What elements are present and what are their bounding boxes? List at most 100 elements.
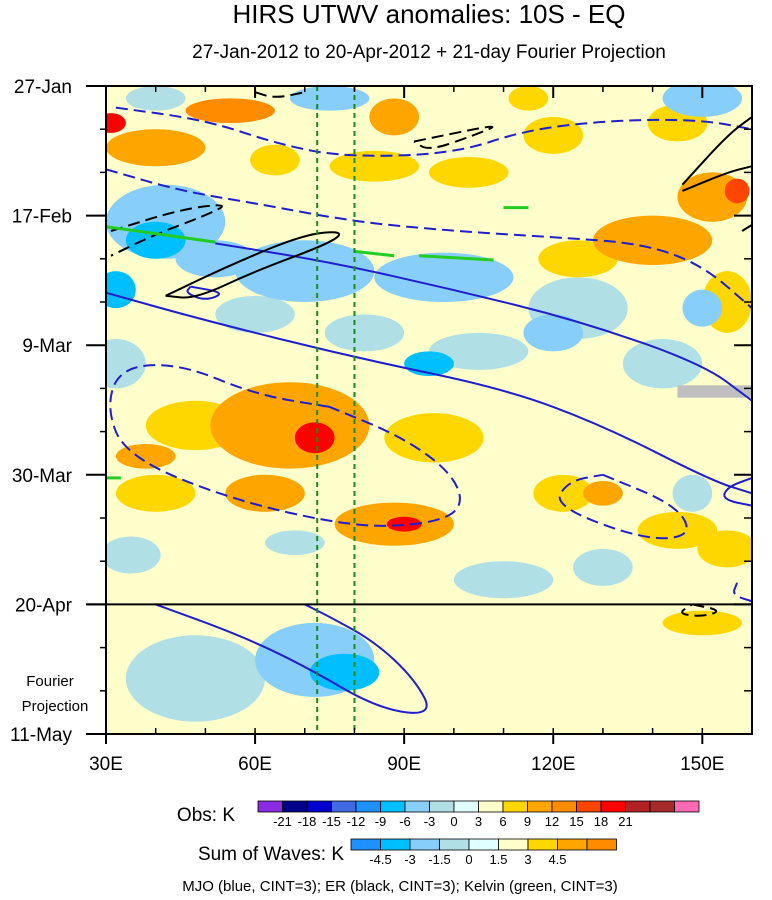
- waves-colorbar-label: 1.5: [489, 852, 507, 867]
- anomaly-blob-49: [583, 480, 623, 506]
- anomaly-blob-10: [662, 406, 743, 469]
- missing-data-patch: [677, 385, 752, 398]
- obs-colorbar-box: [380, 800, 406, 813]
- waves-colorbar-label: -1.5: [428, 852, 450, 867]
- obs-colorbar-box: [576, 800, 602, 813]
- anomaly-blob-4: [215, 295, 295, 333]
- y-tick-label: 30-Mar: [12, 466, 73, 487]
- mjo-contour-8: [723, 476, 752, 507]
- waves-colorbar-label: 3: [524, 852, 531, 867]
- waves-colorbar-box: [586, 838, 617, 851]
- anomaly-blob-27: [175, 240, 256, 278]
- waves-colorbar-label: -4.5: [369, 852, 391, 867]
- anomaly-blob-52: [106, 113, 126, 133]
- anomaly-blob-24: [289, 86, 370, 111]
- projection-blob-0: [125, 635, 266, 722]
- y-tick-label: 11-May: [10, 725, 72, 746]
- obs-colorbar-label: -12: [347, 814, 366, 829]
- anomaly-blob-39: [369, 98, 420, 136]
- obs-colorbar-label: 0: [450, 814, 457, 829]
- projection-blob-1: [488, 610, 569, 648]
- obs-colorbar-box: [282, 800, 308, 813]
- anomaly-blob-14: [265, 530, 325, 556]
- obs-colorbar-label: 15: [569, 814, 583, 829]
- anomaly-blob-53: [294, 422, 335, 454]
- plot-frame: [105, 85, 753, 735]
- obs-colorbar-box: [600, 800, 626, 813]
- anomaly-blob-8: [578, 388, 678, 426]
- mjo-contour-7: [186, 285, 220, 300]
- anomaly-blob-2: [429, 332, 529, 370]
- chart-subtitle: 27-Jan-2012 to 20-Apr-2012 + 21-day Four…: [192, 42, 666, 63]
- x-tick-label: 60E: [238, 754, 272, 775]
- obs-colorbar-label: -9: [375, 814, 387, 829]
- anomaly-blob-5: [106, 339, 146, 389]
- obs-colorbar-label: -21: [273, 814, 292, 829]
- kelvin-contour-0: [106, 225, 216, 244]
- er-contour-5: [682, 165, 752, 192]
- obs-colorbar-box: [674, 800, 700, 813]
- reference-longitude-lines: [316, 86, 356, 734]
- anomaly-blob-9: [463, 443, 544, 481]
- obs-colorbar-box: [453, 800, 479, 813]
- axes: 30E 60E 90E 120E 150E 27-Jan 17-Feb 9-Mar 30-Mar…: [10, 77, 753, 775]
- anomaly-blob-17: [329, 150, 420, 182]
- anomaly-blob-51: [724, 178, 750, 204]
- anomaly-blob-45: [210, 382, 370, 469]
- anomaly-blob-36: [637, 511, 718, 549]
- er-contour-4: [681, 116, 752, 186]
- obs-colorbar-label: -3: [424, 814, 436, 829]
- contour-legend: MJO (blue, CINT=3); ER (black, CINT=3); …: [182, 878, 618, 895]
- obs-colorbar: -21 -18 -15 -12 -9 -6 -3 0 3 6 9 12 15 18 21: [257, 800, 700, 829]
- kelvin-contour-3: [354, 249, 395, 258]
- anomaly-blob-29: [374, 252, 514, 302]
- mjo-contour-3: [106, 291, 752, 495]
- obs-colorbar-label: Obs: K: [177, 805, 235, 826]
- obs-colorbar-box: [527, 800, 553, 813]
- chart-title: HIRS UTWV anomalies: 10S - EQ: [233, 0, 626, 29]
- waves-colorbar-box: [380, 838, 411, 851]
- waves-colorbar-box: [498, 838, 529, 851]
- er-contour-1: [413, 125, 494, 149]
- waves-colorbar: -4.5 -3 -1.5 0 1.5 3 4.5: [350, 838, 617, 867]
- waves-colorbar-label: Sum of Waves: K: [198, 844, 344, 865]
- anomaly-blob-18: [429, 156, 509, 188]
- projection-blob-3: [672, 666, 752, 734]
- anomaly-blob-21: [523, 116, 584, 154]
- anomaly-blob-0: [125, 86, 186, 111]
- x-tick-label: 30E: [89, 754, 123, 775]
- obs-colorbar-label: -6: [399, 814, 411, 829]
- waves-colorbar-label: 0: [465, 852, 472, 867]
- anomaly-blob-12: [453, 561, 554, 599]
- anomaly-blob-13: [573, 548, 633, 586]
- anomaly-blob-30: [523, 314, 584, 352]
- anomaly-blob-35: [533, 474, 593, 512]
- anomaly-blob-41: [592, 215, 713, 265]
- anomaly-blob-34: [115, 474, 196, 512]
- mjo-contour-9: [733, 582, 752, 603]
- waves-colorbar-box: [468, 838, 499, 851]
- anomaly-blob-19: [508, 86, 549, 111]
- obs-colorbar-label: 9: [524, 814, 531, 829]
- x-tick-label: 150E: [680, 754, 724, 775]
- obs-colorbar-box: [404, 800, 430, 813]
- anomaly-blob-37: [697, 530, 752, 568]
- obs-colorbar-label: -15: [322, 814, 341, 829]
- x-tick-label: 90E: [387, 754, 421, 775]
- obs-colorbar-box: [478, 800, 504, 813]
- anomaly-blob-31: [682, 289, 723, 327]
- projection-blob-6: [309, 653, 380, 691]
- er-contour-6: [681, 603, 718, 617]
- anomaly-blob-15: [672, 474, 713, 512]
- anomaly-heatmap: [106, 86, 752, 734]
- obs-colorbar-label: 21: [618, 814, 632, 829]
- obs-colorbar-box: [257, 800, 283, 813]
- anomaly-blob-7: [180, 558, 380, 602]
- obs-colorbar-label: 6: [499, 814, 506, 829]
- anomaly-blob-25: [662, 86, 743, 117]
- waves-colorbar-box: [350, 838, 381, 851]
- waves-colorbar-box: [527, 838, 558, 851]
- mjo-contour-5: [558, 473, 688, 540]
- waves-colorbar-label: 4.5: [548, 852, 566, 867]
